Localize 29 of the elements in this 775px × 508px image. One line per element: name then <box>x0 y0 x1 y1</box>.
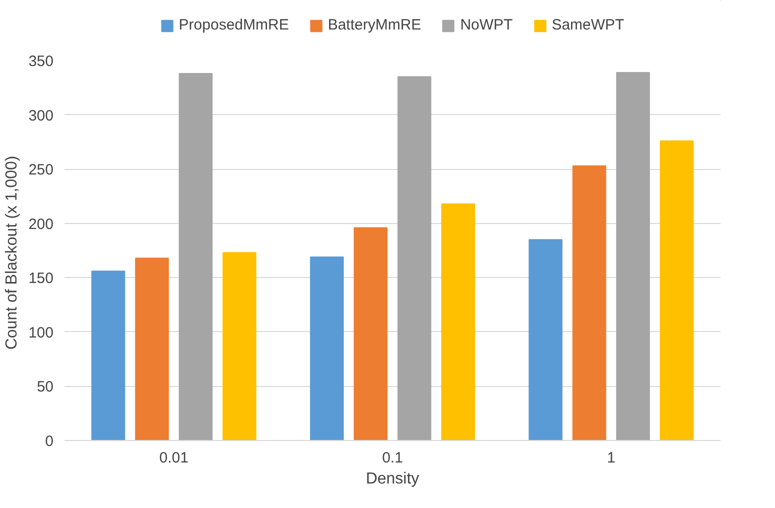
x-tick-label: 1 <box>606 450 616 466</box>
legend-label: ProposedMmRE <box>178 16 289 34</box>
y-tick-label: 250 <box>28 162 54 179</box>
legend-label: SameWPT <box>552 16 624 34</box>
y-tick-label: 50 <box>36 378 54 396</box>
bar <box>222 252 256 440</box>
bar <box>397 76 432 440</box>
bar <box>660 140 694 440</box>
y-tick-label: 0 <box>45 433 54 450</box>
bar <box>310 256 344 440</box>
legend-label: BatteryMmRE <box>328 16 422 34</box>
y-tick-label: 350 <box>28 53 54 70</box>
bar <box>528 239 562 440</box>
y-axis-title: Count of Blackout (x 1,000) <box>3 156 20 350</box>
bar <box>354 227 388 440</box>
x-tick-label: 0.01 <box>159 450 188 466</box>
legend-label: NoWPT <box>460 16 513 34</box>
bar <box>178 73 213 440</box>
y-tick-label: 150 <box>28 270 54 288</box>
y-tick-label: 100 <box>28 324 54 342</box>
x-tick-label: 0.1 <box>382 450 403 466</box>
y-tick-label: 300 <box>28 107 54 124</box>
bar <box>91 270 126 440</box>
y-tick-label: 200 <box>28 216 54 233</box>
bar <box>616 72 650 440</box>
bar <box>441 203 475 440</box>
bar <box>572 165 606 440</box>
x-axis-title: Density <box>366 470 420 488</box>
bar <box>135 258 169 440</box>
